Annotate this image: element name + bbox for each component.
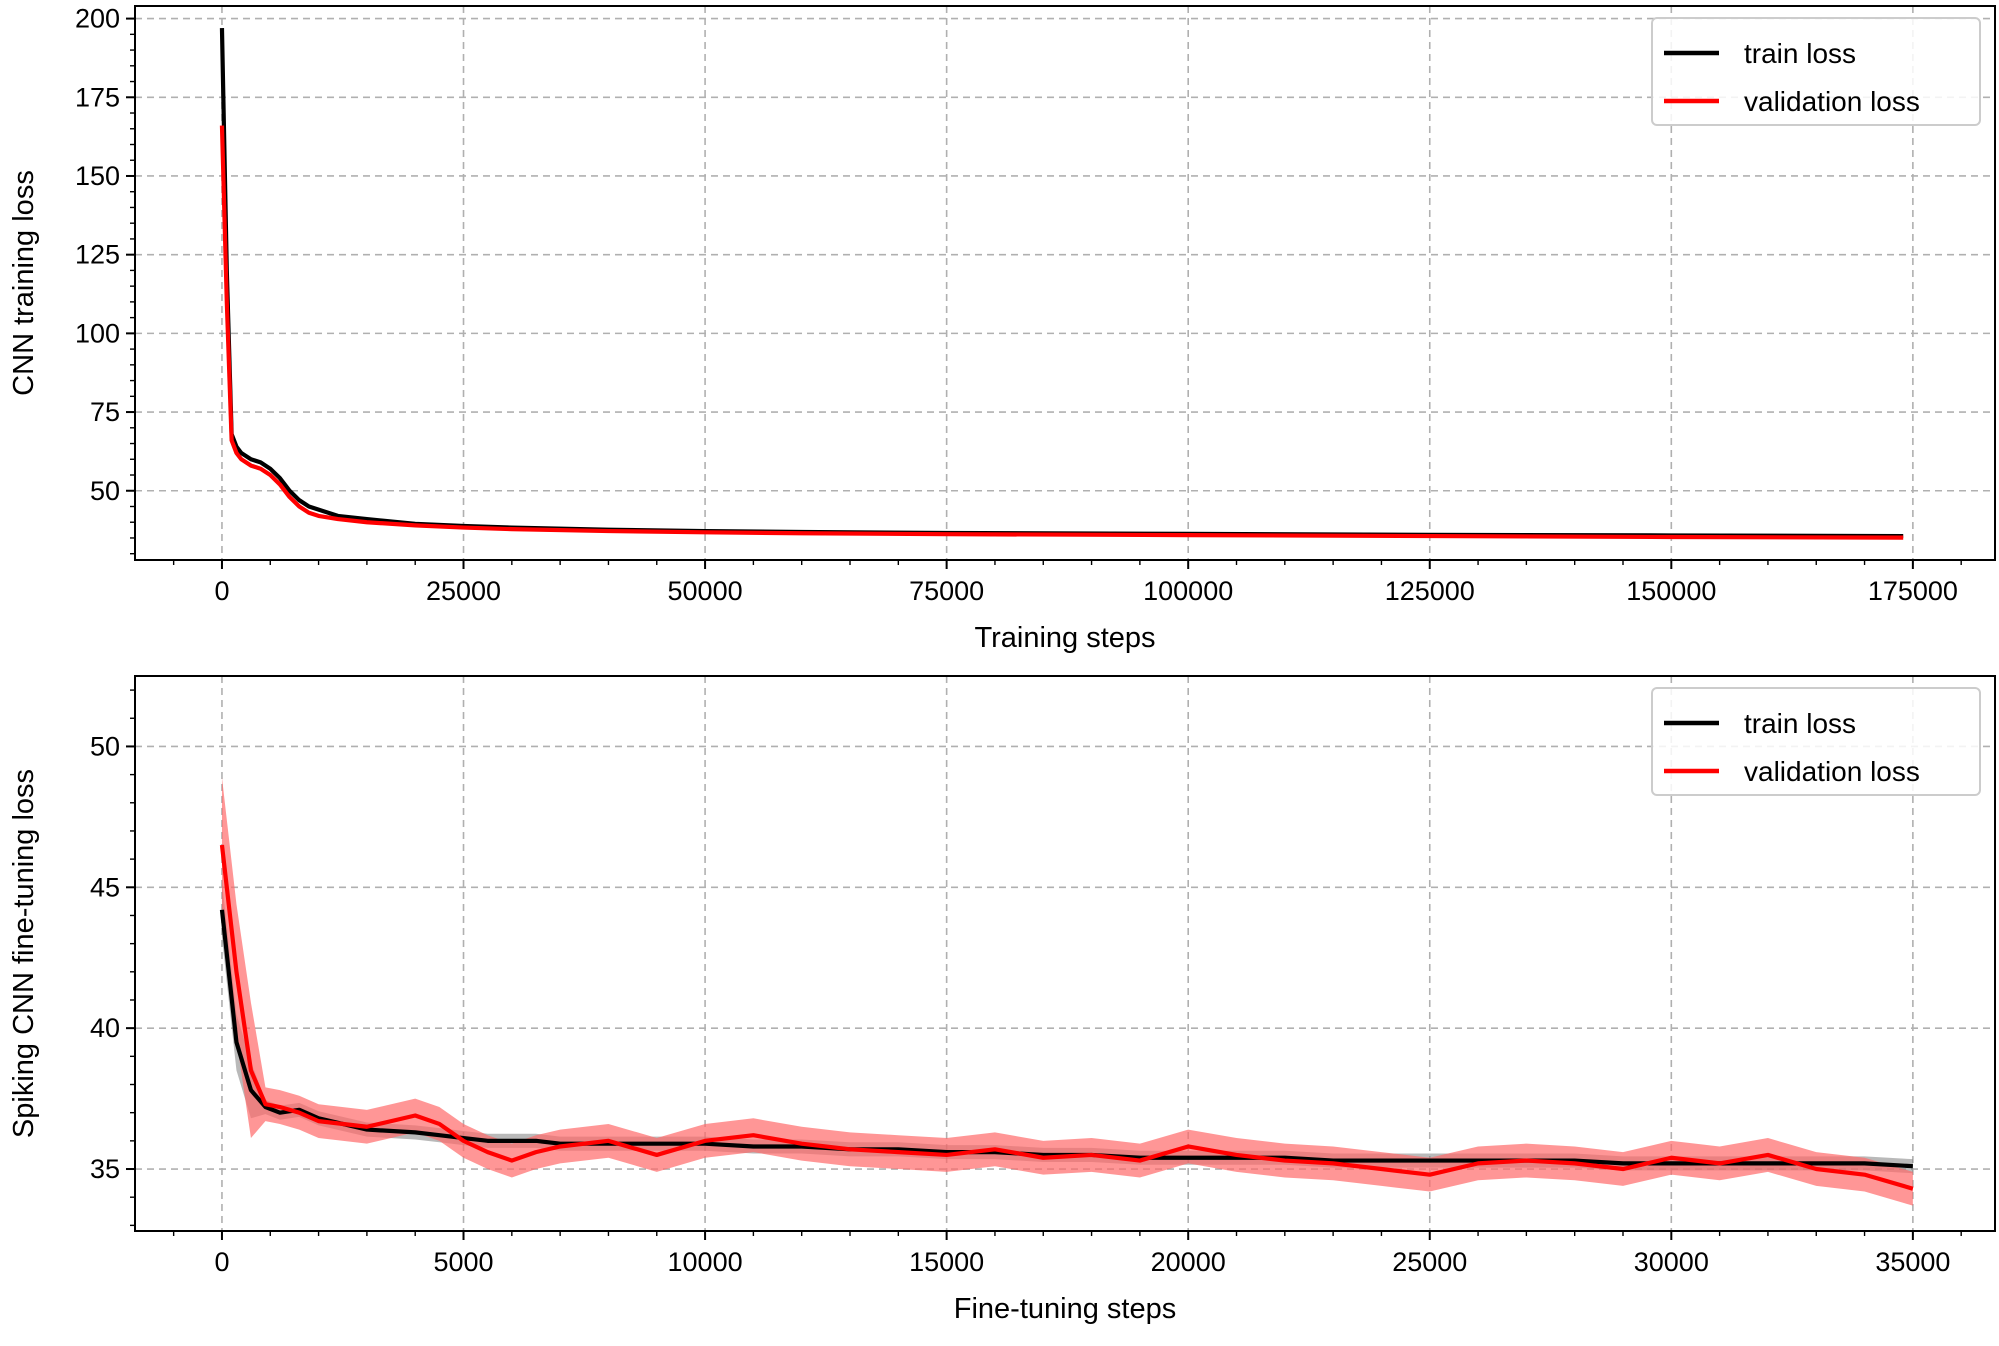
chart-2: 0 5000 10000 15000 20000 25000 30000 35000 35 40 4… [8,675,1996,1325]
chart-1: 0 25000 50000 75000 100000 125000 150000 175000… [8,4,1996,654]
y-tick-label: 50 [90,731,120,761]
x-axis-label: Fine-tuning steps [954,1293,1176,1325]
y-axis-label: CNN training loss [8,170,40,396]
x-tick-label: 50000 [668,576,743,606]
legend: train loss validation loss [1651,17,1981,126]
legend-label: validation loss [1744,86,1920,117]
series-line-1 [219,909,1913,1169]
legend-box [1651,687,1981,796]
y-tick-label: 200 [75,4,120,34]
axes-frame [134,5,1996,561]
legend-label: validation loss [1744,756,1920,787]
series-line-2 [219,125,1904,540]
y-tick-label: 50 [90,476,120,506]
y-tick-label: 100 [75,318,120,348]
x-tick-label: 20000 [1151,1247,1226,1277]
y-tick-label: 45 [90,872,120,902]
axes-frame [134,675,1996,1232]
x-tick-label: 100000 [1143,576,1233,606]
x-tick-label: 5000 [433,1247,493,1277]
x-tick-label: 175000 [1868,576,1958,606]
series-line-2 [219,844,1914,1191]
x-tick-label: 10000 [668,1247,743,1277]
x-tick-label: 150000 [1626,576,1716,606]
legend-label: train loss [1744,38,1856,69]
legend-box [1651,17,1981,126]
x-tick-label: 0 [214,1247,229,1277]
legend-label: train loss [1744,708,1856,739]
y-tick-label: 175 [75,82,120,112]
y-tick-label: 40 [90,1013,120,1043]
x-tick-label: 15000 [909,1247,984,1277]
plot-area [219,777,1914,1206]
x-tick-label: 75000 [909,576,984,606]
x-tick-label: 25000 [426,576,501,606]
x-tick-label: 0 [214,576,229,606]
y-axis-label: Spiking CNN fine-tuning loss [8,769,40,1138]
y-tick-label: 35 [90,1154,120,1184]
legend: train loss validation loss [1651,687,1981,796]
y-tick-label: 150 [75,161,120,191]
x-axis-label: Training steps [974,622,1155,654]
x-tick-label: 30000 [1634,1247,1709,1277]
plot-area [219,27,1904,540]
y-tick-label: 75 [90,397,120,427]
x-tick-label: 35000 [1875,1247,1950,1277]
x-tick-label: 125000 [1385,576,1475,606]
y-tick-label: 125 [75,240,120,270]
x-tick-label: 25000 [1392,1247,1467,1277]
